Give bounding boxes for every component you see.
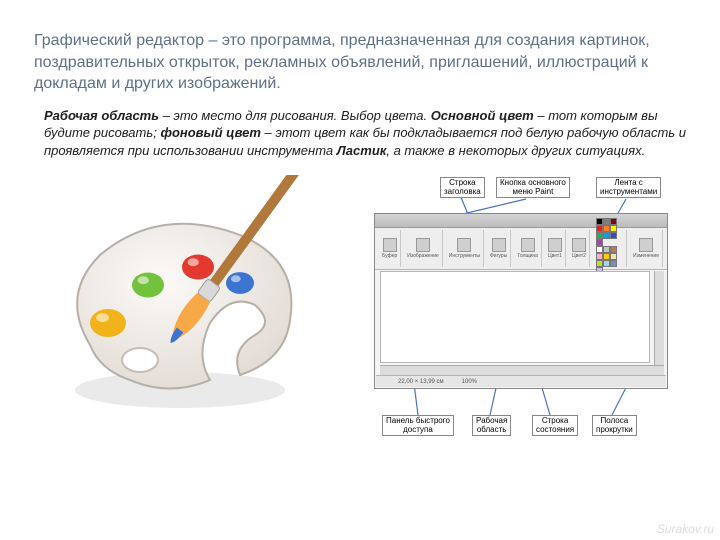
ribbon-icon [492, 238, 506, 252]
callout-scroll: Полосапрокрутки [592, 415, 637, 436]
ribbon-group-фигуры[interactable]: Фигуры [487, 230, 511, 267]
term-eraser: Ластик [337, 143, 387, 158]
ribbon-label: Буфер [382, 253, 397, 259]
t2: – это место для рисования. Выбор цвета. [159, 108, 431, 123]
color-swatch[interactable] [610, 253, 617, 260]
color-swatch[interactable] [596, 239, 603, 246]
color-swatch[interactable] [596, 260, 603, 267]
t8: , а также в некоторых других ситуациях. [386, 143, 645, 158]
watermark: Surakov.ru [657, 522, 714, 536]
color-swatch[interactable] [603, 253, 610, 260]
ribbon-group-изображение[interactable]: Изображение [404, 230, 443, 267]
callout-title: Строказаголовка [440, 177, 485, 198]
color-swatch[interactable] [603, 232, 610, 239]
page-heading: Графический редактор – это программа, пр… [0, 0, 720, 107]
color-swatch[interactable] [596, 246, 603, 253]
color-swatch[interactable] [603, 225, 610, 232]
callout-ribbon: Лента синструментами [596, 177, 661, 198]
ribbon-group-изменение[interactable]: Изменение [630, 230, 663, 267]
color-swatch[interactable] [596, 232, 603, 239]
ribbon-group-инструменты[interactable]: Инструменты [446, 230, 484, 267]
ribbon-group-толщина[interactable]: Толщина [514, 230, 542, 267]
color-swatch[interactable] [603, 260, 610, 267]
paint-canvas-area [380, 271, 650, 363]
ribbon-label: Фигуры [490, 253, 507, 259]
ribbon-icon [383, 238, 397, 252]
color-swatch[interactable] [610, 225, 617, 232]
callout-menu: Кнопка основногоменю Paint [496, 177, 570, 198]
ribbon-label: Цвет2 [572, 253, 586, 259]
ribbon-group-цвет1[interactable]: Цвет1 [545, 230, 566, 267]
status-item: 22,00 × 13,99 см [398, 379, 444, 385]
ribbon-label: Толщина [517, 253, 538, 259]
ribbon-group-буфер[interactable]: Буфер [379, 230, 401, 267]
scrollbar-vertical[interactable] [654, 271, 664, 373]
page-subtext: Рабочая область – это место для рисовани… [0, 107, 720, 170]
content-row: Буфер Изображение Инструменты Фигуры Толщина… [0, 169, 720, 455]
color-swatch[interactable] [610, 218, 617, 225]
callout-work: Рабочаяобласть [472, 415, 511, 436]
ribbon-icon [548, 238, 562, 252]
ribbon-icon [639, 238, 653, 252]
ribbon-label: Инструменты [449, 253, 480, 259]
color-swatch[interactable] [610, 246, 617, 253]
scrollbar-horizontal[interactable] [380, 365, 664, 375]
color-swatch[interactable] [603, 218, 610, 225]
term-maincolor: Основной цвет [431, 108, 534, 123]
color-swatch[interactable] [596, 253, 603, 260]
ribbon-group-цвет2[interactable]: Цвет2 [569, 230, 590, 267]
ribbon-icon [416, 238, 430, 252]
paint-diagram: Буфер Изображение Инструменты Фигуры Толщина… [340, 175, 700, 455]
term-workarea: Рабочая область [44, 108, 159, 123]
ribbon-icon [457, 238, 471, 252]
ribbon-label: Изображение [407, 253, 439, 259]
color-swatch[interactable] [596, 225, 603, 232]
ribbon-group-цвета[interactable]: Цвета [593, 230, 627, 267]
color-swatch[interactable] [596, 218, 603, 225]
palette-illustration [30, 175, 330, 425]
paint-titlebar [375, 214, 667, 228]
ribbon-label: Изменение [633, 253, 659, 259]
ribbon-label: Цвет1 [548, 253, 562, 259]
status-item: 100% [462, 379, 477, 385]
callout-quick: Панель быстрогодоступа [382, 415, 454, 436]
palette-svg [30, 175, 330, 425]
color-swatch[interactable] [603, 246, 610, 253]
callout-status: Строкасостояния [532, 415, 578, 436]
paint-ribbon: Буфер Изображение Инструменты Фигуры Толщина… [375, 228, 667, 270]
term-bgcolor: фоновый цвет [160, 125, 260, 140]
ribbon-icon [572, 238, 586, 252]
ribbon-icon [521, 238, 535, 252]
color-swatch[interactable] [610, 260, 617, 267]
color-swatch[interactable] [610, 232, 617, 239]
paint-statusbar: 22,00 × 13,99 см 100% [376, 375, 666, 387]
